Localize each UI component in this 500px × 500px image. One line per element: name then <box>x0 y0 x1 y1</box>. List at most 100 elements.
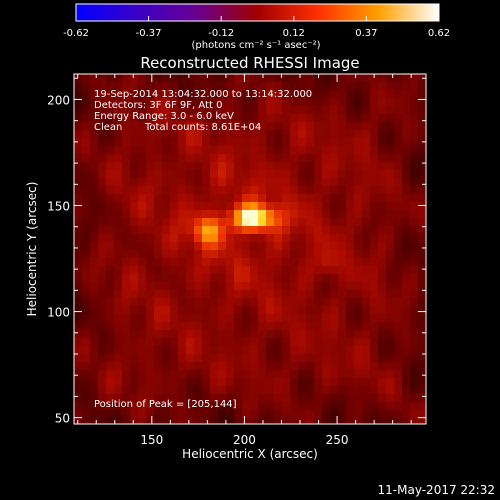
heatmap-cell <box>330 330 339 339</box>
heatmap-cell <box>386 234 395 243</box>
heatmap-cell <box>90 330 99 339</box>
heatmap-cell <box>82 130 91 139</box>
heatmap-cell <box>410 362 419 371</box>
heatmap-cell <box>266 106 275 115</box>
heatmap-cell <box>258 306 267 315</box>
heatmap-cell <box>162 122 171 131</box>
heatmap-cell <box>74 274 83 283</box>
heatmap-cell <box>90 402 99 411</box>
heatmap-cell <box>282 82 291 91</box>
heatmap-cell <box>418 274 426 283</box>
heatmap-cell <box>394 298 403 307</box>
heatmap-cell <box>274 402 283 411</box>
heatmap-cell <box>346 130 355 139</box>
heatmap-cell <box>234 178 243 187</box>
heatmap-cell <box>266 418 275 424</box>
heatmap-cell <box>250 370 259 379</box>
heatmap-cell <box>218 410 227 419</box>
heatmap-cell <box>402 154 411 163</box>
heatmap-cell <box>330 322 339 331</box>
heatmap-cell <box>394 82 403 91</box>
heatmap-cell <box>82 274 91 283</box>
heatmap-cell <box>154 394 163 403</box>
heatmap-cell <box>338 290 347 299</box>
heatmap-cell <box>202 82 211 91</box>
heatmap-cell <box>370 362 379 371</box>
heatmap-cell <box>130 362 139 371</box>
heatmap-cell <box>234 122 243 131</box>
heatmap-cell <box>402 218 411 227</box>
heatmap-cell <box>98 322 107 331</box>
heatmap-cell <box>218 258 227 267</box>
heatmap-cell <box>194 354 203 363</box>
heatmap-cell <box>330 298 339 307</box>
heatmap-cell <box>202 322 211 331</box>
heatmap-cell <box>250 114 259 123</box>
heatmap-cell <box>330 170 339 179</box>
heatmap-cell <box>234 242 243 251</box>
heatmap-cell <box>346 410 355 419</box>
heatmap-cell <box>322 250 331 259</box>
heatmap-cell <box>274 106 283 115</box>
heatmap-cell <box>306 218 315 227</box>
heatmap-cell <box>306 282 315 291</box>
heatmap-cell <box>210 322 219 331</box>
heatmap-cell <box>218 314 227 323</box>
heatmap-cell <box>250 122 259 131</box>
heatmap-cell <box>146 370 155 379</box>
heatmap-cell <box>354 298 363 307</box>
heatmap-cell <box>322 186 331 195</box>
heatmap-cell <box>282 98 291 107</box>
heatmap-cell <box>322 346 331 355</box>
heatmap-cell <box>386 130 395 139</box>
heatmap-cell <box>74 306 83 315</box>
annotation-energy: Energy Range: 3.0 - 6.0 keV <box>94 111 234 122</box>
heatmap-cell <box>186 138 195 147</box>
heatmap-cell <box>258 274 267 283</box>
heatmap-cell <box>122 122 131 131</box>
heatmap-cell <box>202 354 211 363</box>
heatmap-cell <box>418 306 426 315</box>
heatmap-cell <box>154 122 163 131</box>
heatmap-cell <box>266 154 275 163</box>
heatmap-cell <box>186 234 195 243</box>
heatmap-cell <box>290 130 299 139</box>
heatmap-cell <box>322 74 331 83</box>
heatmap-cell <box>242 90 251 99</box>
heatmap-cell <box>338 370 347 379</box>
heatmap-cell <box>258 234 267 243</box>
heatmap-cell <box>82 298 91 307</box>
heatmap-cell <box>314 178 323 187</box>
heatmap-cell <box>210 106 219 115</box>
heatmap-cell <box>298 346 307 355</box>
heatmap-cell <box>226 314 235 323</box>
heatmap-cell <box>298 210 307 219</box>
colorbar-tick-label: -0.62 <box>63 28 89 39</box>
heatmap-cell <box>282 202 291 211</box>
heatmap-cell <box>298 250 307 259</box>
heatmap-cell <box>410 290 419 299</box>
heatmap-cell <box>338 74 347 83</box>
heatmap-cell <box>322 122 331 131</box>
heatmap-cell <box>90 242 99 251</box>
heatmap-cell <box>274 266 283 275</box>
heatmap-cell <box>90 370 99 379</box>
heatmap-cell <box>346 290 355 299</box>
heatmap-cell <box>162 418 171 424</box>
heatmap-cell <box>306 186 315 195</box>
heatmap-cell <box>418 210 426 219</box>
heatmap-cell <box>338 410 347 419</box>
heatmap-cell <box>146 90 155 99</box>
heatmap-cell <box>250 138 259 147</box>
heatmap-cell <box>250 194 259 203</box>
heatmap-cell <box>354 386 363 395</box>
heatmap-cell <box>298 234 307 243</box>
heatmap-cell <box>130 170 139 179</box>
heatmap-cell <box>242 258 251 267</box>
heatmap-cell <box>226 394 235 403</box>
heatmap-cell <box>74 362 83 371</box>
heatmap-cell <box>346 274 355 283</box>
heatmap-cell <box>170 154 179 163</box>
heatmap-cell <box>170 162 179 171</box>
heatmap-cell <box>386 138 395 147</box>
